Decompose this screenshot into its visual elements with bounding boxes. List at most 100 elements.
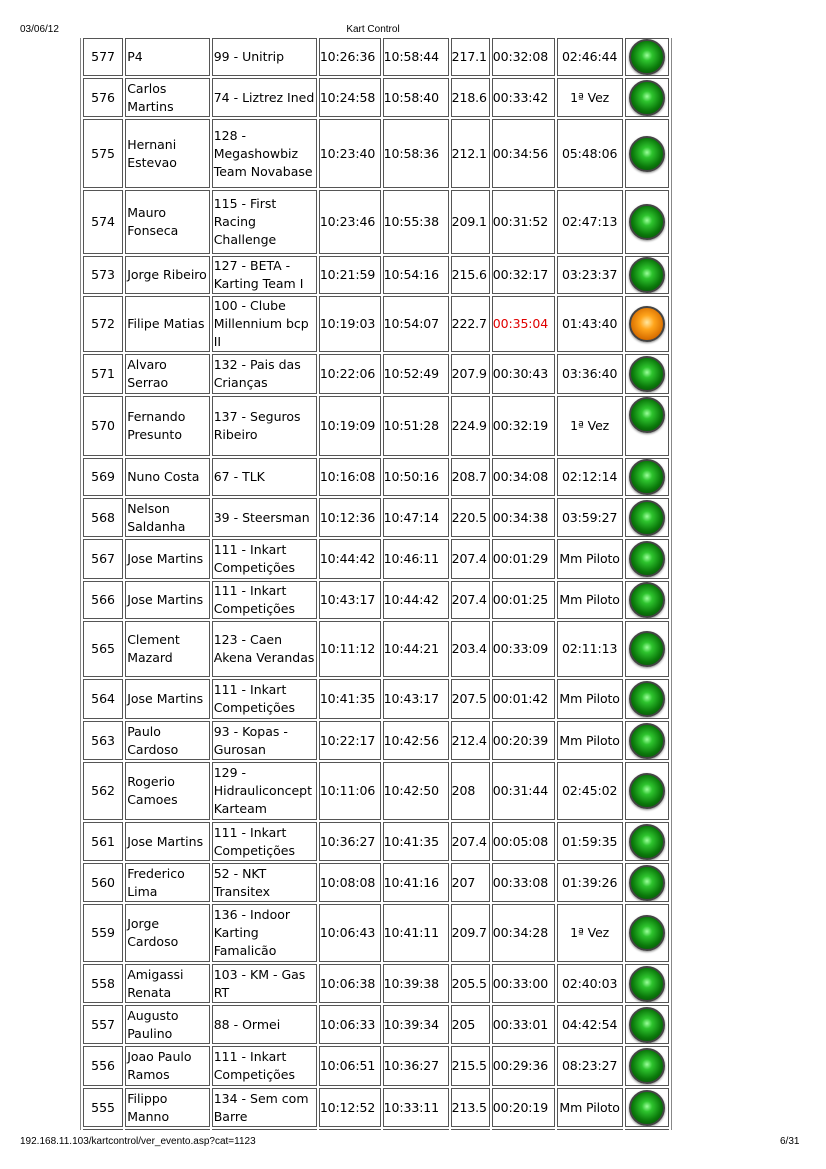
- green-status-light-icon: [628, 773, 665, 809]
- team-name-cell: 88 - Ormei: [211, 1005, 317, 1044]
- green-status-light-icon: [628, 681, 665, 717]
- last-visit-cell: Mm Piloto: [556, 539, 623, 579]
- end-time-cell: 10:58:36: [382, 119, 449, 188]
- speed-cell: 222.7: [450, 296, 490, 352]
- lap-time-cell: 00:01:29: [491, 539, 555, 579]
- row-id-cell: 567: [83, 539, 124, 579]
- team-name-cell: 123 - Caen Akena Verandas: [211, 621, 317, 677]
- green-status-light-icon: [628, 722, 665, 759]
- speed-cell: 207: [450, 863, 490, 902]
- speed-cell: 224.9: [450, 396, 490, 456]
- green-status-light-icon: [628, 204, 665, 240]
- table-row: 556 Joao Paulo Ramos 111 - Inkart Competiç…: [83, 1046, 669, 1086]
- end-time-cell: 10:33:11: [382, 1088, 449, 1127]
- last-visit-cell: 03:23:37: [556, 256, 623, 294]
- lap-time-cell: 00:32:19: [491, 396, 555, 456]
- pilot-name-cell: Jose Martins: [125, 539, 210, 579]
- lap-time-cell: 00:20:19: [491, 1088, 555, 1127]
- green-status-light-icon: [628, 631, 665, 667]
- end-time-cell: 10:58:40: [382, 78, 449, 117]
- team-name-cell: 111 - Inkart Competições: [211, 679, 317, 719]
- last-visit-cell: 01:39:26: [556, 863, 623, 902]
- status-cell: [624, 539, 669, 579]
- pilot-name-cell: Paulo Cardoso: [125, 721, 210, 760]
- row-id-cell: 572: [83, 296, 124, 352]
- green-status-light-icon: [628, 541, 665, 577]
- last-visit-cell: 04:42:54: [556, 1005, 623, 1044]
- team-name-cell: 93 - Kopas - Gurosan: [211, 721, 317, 760]
- speed-cell: 217.1: [450, 38, 490, 76]
- end-time-cell: 10:39:34: [382, 1005, 449, 1044]
- empty-cell: [211, 1129, 317, 1130]
- start-time-cell: 10:22:06: [318, 354, 381, 394]
- green-status-light-icon: [628, 459, 665, 495]
- end-time-cell: 10:41:35: [382, 822, 449, 861]
- lap-time-cell: 00:31:44: [491, 762, 555, 820]
- lap-time-cell: 00:34:28: [491, 904, 555, 962]
- empty-cell: [450, 1129, 490, 1130]
- speed-cell: 207.4: [450, 539, 490, 579]
- team-name-cell: 103 - KM - Gas RT: [211, 964, 317, 1003]
- table-row: 558 Amigassi Renata 103 - KM - Gas RT 10:06…: [83, 964, 669, 1003]
- table-row: 557 Augusto Paulino 88 - Ormei 10:06:33 10:3…: [83, 1005, 669, 1044]
- empty-cell: [624, 1129, 669, 1130]
- team-name-cell: 111 - Inkart Competições: [211, 539, 317, 579]
- row-id-cell: 556: [83, 1046, 124, 1086]
- team-name-cell: 67 - TLK: [211, 458, 317, 496]
- table-row: 561 Jose Martins 111 - Inkart Competições 1…: [83, 822, 669, 861]
- pilot-name-cell: Fernando Presunto: [125, 396, 210, 456]
- status-cell: [624, 621, 669, 677]
- pilot-name-cell: Mauro Fonseca: [125, 190, 210, 254]
- lap-time-cell: 00:32:08: [491, 38, 555, 76]
- pilot-name-cell: Rogerio Camoes: [125, 762, 210, 820]
- lap-time-cell: 00:33:09: [491, 621, 555, 677]
- status-cell: [624, 762, 669, 820]
- empty-cell: [491, 1129, 555, 1130]
- pilot-name-cell: Joao Paulo Ramos: [125, 1046, 210, 1086]
- start-time-cell: 10:06:51: [318, 1046, 381, 1086]
- table-row: 565 Clement Mazard 123 - Caen Akena Verand…: [83, 621, 669, 677]
- last-visit-cell: Mm Piloto: [556, 721, 623, 760]
- lap-time-cell: 00:33:00: [491, 964, 555, 1003]
- speed-cell: 209.7: [450, 904, 490, 962]
- end-time-cell: 10:42:56: [382, 721, 449, 760]
- table-row: 568 Nelson Saldanha 39 - Steersman 10:12:36…: [83, 498, 669, 537]
- lap-time-cell: 00:20:39: [491, 721, 555, 760]
- table-row: 570 Fernando Presunto 137 - Seguros Ribeir…: [83, 396, 669, 456]
- pilot-name-cell: Nuno Costa: [125, 458, 210, 496]
- status-cell: [624, 904, 669, 962]
- lap-time-cell: 00:01:42: [491, 679, 555, 719]
- speed-cell: 213.5: [450, 1088, 490, 1127]
- last-visit-cell: 03:36:40: [556, 354, 623, 394]
- status-cell: [624, 458, 669, 496]
- lap-time-cell: 00:01:25: [491, 581, 555, 619]
- empty-cell: [83, 1129, 124, 1130]
- end-time-cell: 10:43:17: [382, 679, 449, 719]
- last-visit-cell: 02:45:02: [556, 762, 623, 820]
- speed-cell: 208.7: [450, 458, 490, 496]
- start-time-cell: 10:11:12: [318, 621, 381, 677]
- row-id-cell: 565: [83, 621, 124, 677]
- lap-time-cell: 00:32:17: [491, 256, 555, 294]
- lap-time-cell: 00:33:01: [491, 1005, 555, 1044]
- pilot-name-cell: Hernani Estevao: [125, 119, 210, 188]
- lap-time-cell: 00:35:04: [491, 296, 555, 352]
- row-id-cell: 569: [83, 458, 124, 496]
- lap-time-cell: 00:34:38: [491, 498, 555, 537]
- pilot-name-cell: Alvaro Serrao: [125, 354, 210, 394]
- speed-cell: 208: [450, 762, 490, 820]
- start-time-cell: 10:11:06: [318, 762, 381, 820]
- end-time-cell: 10:54:07: [382, 296, 449, 352]
- end-time-cell: 10:36:27: [382, 1046, 449, 1086]
- row-id-cell: 570: [83, 396, 124, 456]
- start-time-cell: 10:08:08: [318, 863, 381, 902]
- page-title: Kart Control: [346, 24, 400, 35]
- pilot-name-cell: P4: [125, 38, 210, 76]
- start-time-cell: 10:12:52: [318, 1088, 381, 1127]
- pilot-name-cell: Jose Martins: [125, 822, 210, 861]
- table-row: 576 Carlos Martins 74 - Liztrez Ined 10:24:…: [83, 78, 669, 117]
- speed-cell: 205.5: [450, 964, 490, 1003]
- green-status-light-icon: [628, 499, 665, 536]
- speed-cell: 218.6: [450, 78, 490, 117]
- status-cell: [624, 190, 669, 254]
